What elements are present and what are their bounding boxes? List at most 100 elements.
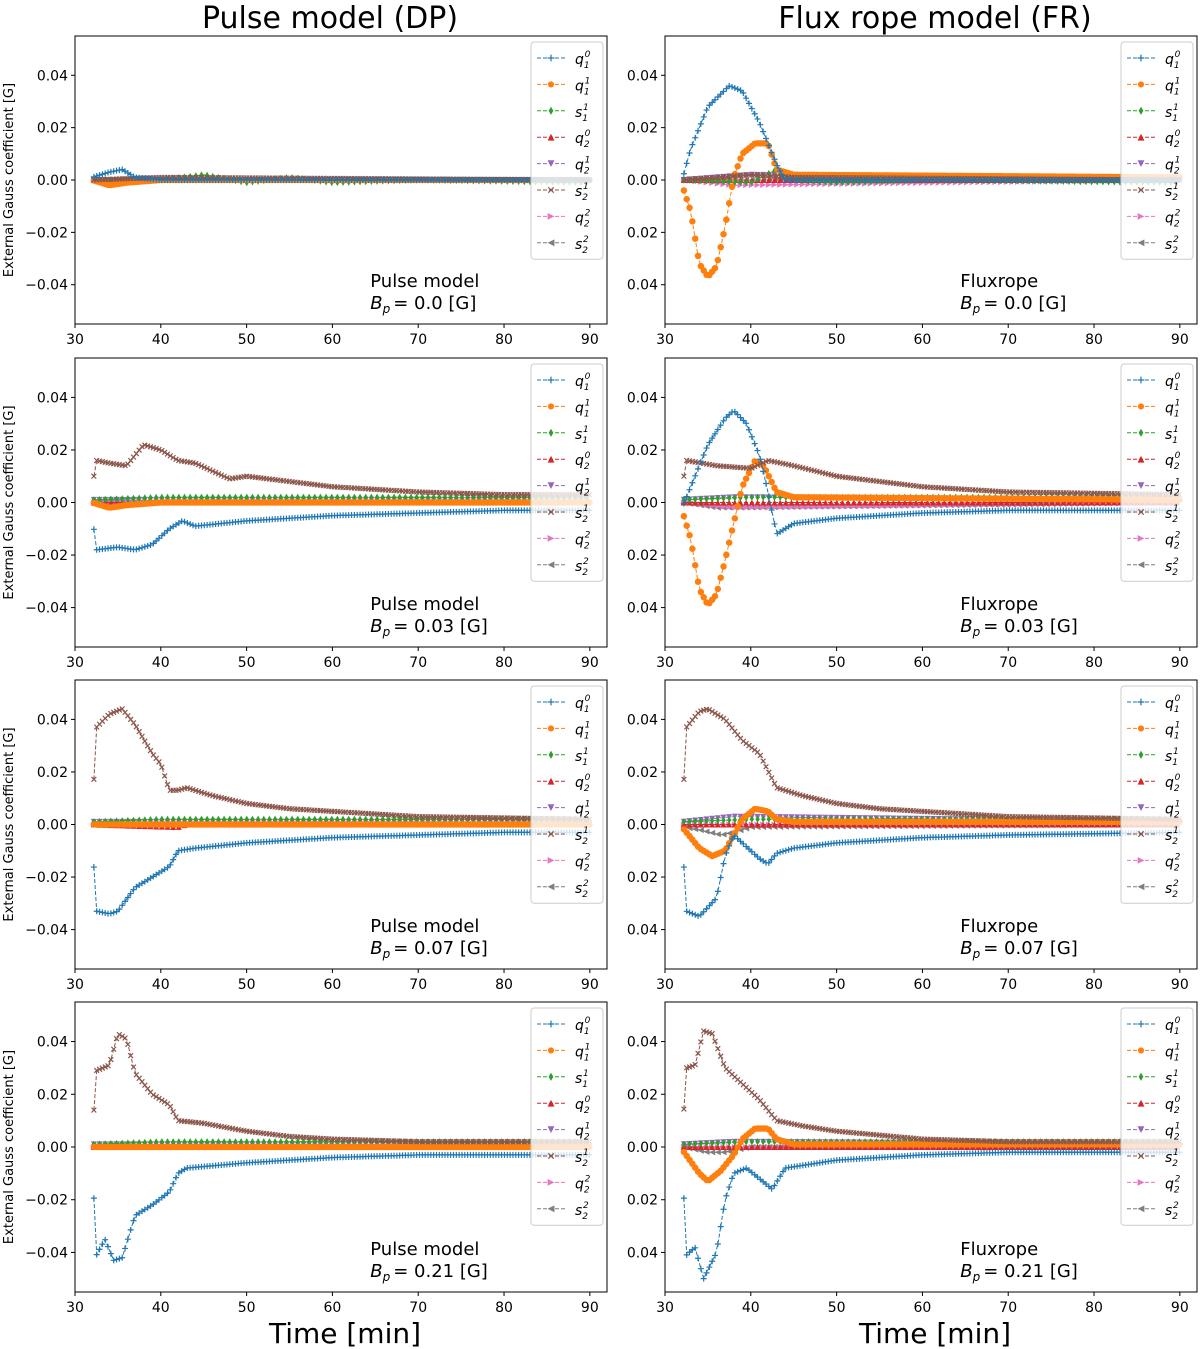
legend-superscript: 1 bbox=[583, 504, 589, 514]
legend-letter: s bbox=[575, 427, 582, 443]
y-tick-label: 0.02 bbox=[627, 443, 658, 459]
data-point-s11 bbox=[493, 815, 499, 823]
data-point-q11 bbox=[683, 195, 690, 203]
data-point-s11 bbox=[176, 815, 181, 823]
legend-letter: q bbox=[1165, 78, 1174, 94]
data-point-s21 bbox=[144, 743, 151, 749]
legend-marker-q20 bbox=[1137, 133, 1145, 141]
data-point-q10 bbox=[712, 430, 719, 437]
data-point-s11 bbox=[459, 493, 465, 501]
legend-letter: q bbox=[575, 52, 584, 68]
data-point-q22 bbox=[748, 504, 755, 511]
data-point-s11 bbox=[108, 495, 113, 503]
data-layer bbox=[90, 442, 593, 553]
data-point-q20 bbox=[856, 499, 863, 506]
data-point-q20 bbox=[1060, 499, 1067, 506]
data-point-q10 bbox=[740, 417, 747, 424]
data-point-q10 bbox=[150, 540, 157, 547]
annotation-b-symbol: B bbox=[370, 616, 382, 637]
legend-letter: s bbox=[1165, 184, 1172, 200]
data-point-s11 bbox=[171, 493, 176, 501]
data-point-s11 bbox=[715, 494, 720, 503]
legend-letter: q bbox=[575, 532, 584, 548]
data-point-s11 bbox=[397, 815, 402, 823]
data-point-q10 bbox=[765, 142, 772, 149]
data-point-s11 bbox=[222, 493, 227, 501]
data-point-q11 bbox=[714, 585, 722, 593]
legend-label-s22: s22 bbox=[1165, 557, 1179, 578]
data-point-q10 bbox=[99, 171, 106, 178]
data-point-s11 bbox=[442, 493, 448, 501]
data-point-s11 bbox=[744, 178, 749, 187]
x-tick-label: 30 bbox=[66, 332, 84, 348]
data-point-s21 bbox=[221, 473, 227, 480]
legend-label-q21: q21 bbox=[1165, 156, 1180, 177]
data-point-q11 bbox=[768, 478, 775, 486]
data-point-s11 bbox=[510, 815, 516, 823]
data-point-s11 bbox=[403, 493, 408, 501]
legend-letter: q bbox=[575, 480, 584, 496]
data-point-q10 bbox=[161, 530, 168, 537]
data-point-q10 bbox=[158, 532, 165, 539]
data-point-s11 bbox=[159, 493, 164, 501]
y-tick-label: −0.04 bbox=[25, 278, 68, 294]
data-point-s11 bbox=[312, 815, 317, 823]
data-point-q10 bbox=[706, 439, 713, 446]
data-point-s11 bbox=[516, 815, 521, 823]
data-point-q10 bbox=[754, 115, 761, 122]
data-point-s11 bbox=[108, 817, 113, 825]
data-point-s11 bbox=[346, 815, 351, 823]
legend-label-q21: q21 bbox=[575, 156, 590, 177]
data-point-q20 bbox=[884, 499, 891, 506]
data-point-q20 bbox=[981, 499, 988, 506]
data-point-q10 bbox=[90, 526, 97, 533]
annotation-model: Fluxrope bbox=[960, 594, 1038, 615]
data-point-q22 bbox=[777, 181, 784, 188]
data-point-q20 bbox=[998, 499, 1005, 506]
legend-marker-q22 bbox=[547, 535, 555, 542]
y-tick-label: 0.00 bbox=[627, 496, 658, 512]
data-layer bbox=[90, 706, 593, 917]
data-point-q10 bbox=[754, 447, 761, 454]
data-point-s11 bbox=[488, 815, 493, 823]
data-point-s21 bbox=[105, 712, 111, 719]
x-tick-label: 60 bbox=[324, 332, 342, 348]
legend-subscript: 2 bbox=[584, 462, 590, 472]
annotation-subscript: p bbox=[382, 302, 391, 316]
data-point-s11 bbox=[482, 493, 487, 501]
data-point-s21 bbox=[195, 461, 202, 468]
legend-label-q20: q20 bbox=[1165, 129, 1181, 150]
data-point-q10 bbox=[765, 493, 772, 500]
legend-letter: q bbox=[1165, 400, 1174, 416]
data-point-q11 bbox=[694, 252, 702, 260]
data-point-s21 bbox=[142, 738, 148, 744]
legend-letter: s bbox=[1165, 559, 1172, 575]
data-point-s21 bbox=[751, 463, 758, 470]
data-point-s11 bbox=[205, 815, 210, 823]
series-markers-s11 bbox=[91, 493, 589, 504]
legend-label-q11: q11 bbox=[575, 398, 590, 419]
data-point-q20 bbox=[782, 499, 789, 506]
legend-letter: q bbox=[575, 210, 584, 226]
data-point-s11 bbox=[749, 178, 754, 186]
data-point-s11 bbox=[137, 494, 142, 502]
legend-marker-q10 bbox=[1137, 54, 1145, 62]
y-tick-label: 0.04 bbox=[627, 278, 658, 294]
data-point-s11 bbox=[114, 495, 119, 503]
data-point-s11 bbox=[442, 815, 448, 823]
legend-label-s21: s21 bbox=[575, 504, 589, 525]
data-point-s11 bbox=[188, 815, 193, 823]
legend-marker-q22 bbox=[547, 213, 555, 220]
legend-subscript: 2 bbox=[584, 140, 590, 150]
legend-label-s11: s11 bbox=[575, 425, 589, 446]
data-point-q10 bbox=[723, 414, 730, 421]
legend-letter: q bbox=[1165, 210, 1174, 226]
data-point-s11 bbox=[244, 815, 249, 823]
series-markers-q10 bbox=[680, 408, 1183, 537]
data-point-q22 bbox=[765, 181, 772, 188]
legend-box bbox=[1120, 363, 1194, 582]
legend-superscript: 1 bbox=[1173, 504, 1179, 514]
data-point-s21 bbox=[681, 473, 687, 480]
